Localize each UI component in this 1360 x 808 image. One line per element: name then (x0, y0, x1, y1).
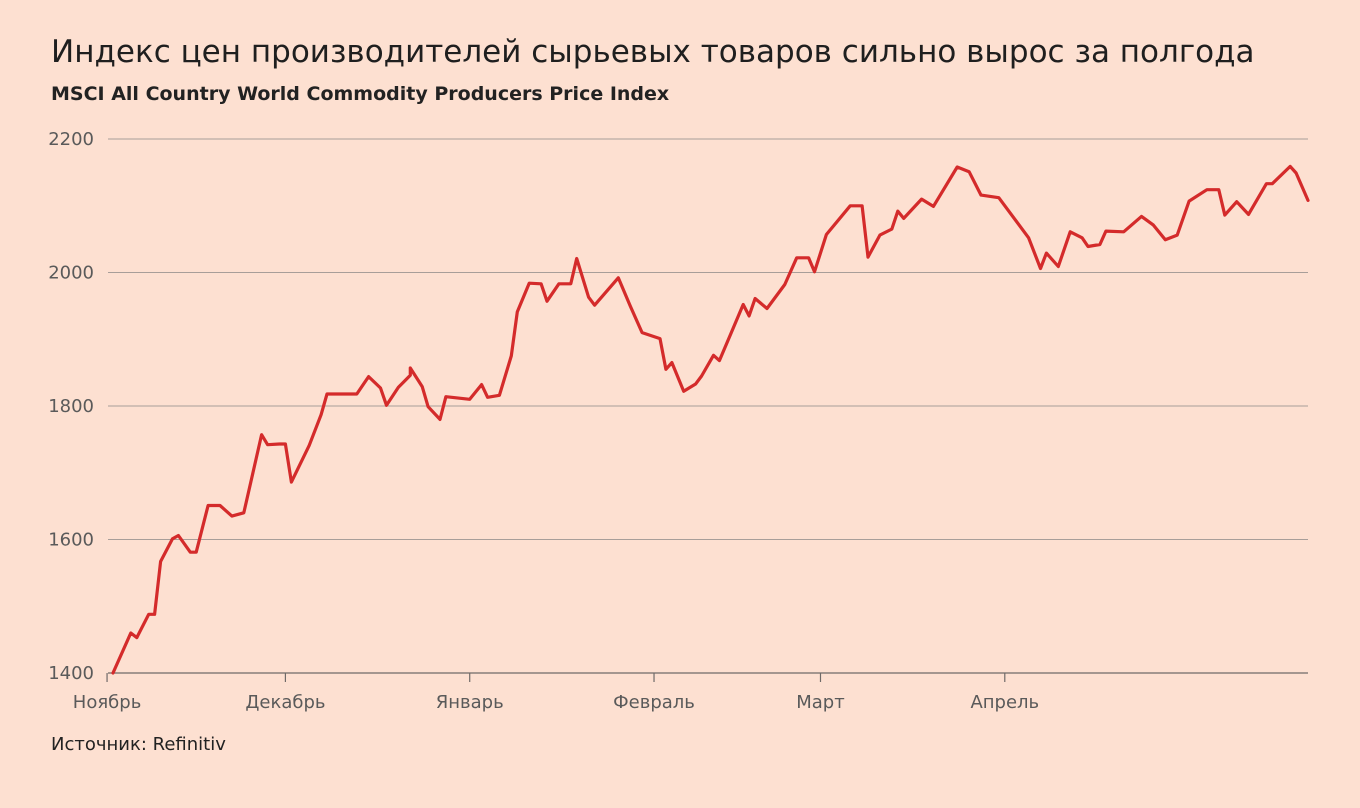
x-tick-label: Январь (436, 692, 504, 713)
x-tick-label: Декабрь (245, 692, 325, 713)
x-tick-label: Февраль (613, 692, 695, 713)
y-tick-label: 2000 (48, 263, 94, 284)
x-tick-label: Март (796, 692, 844, 713)
y-tick-label: 1400 (48, 663, 94, 684)
source-note: Источник: Refinitiv (51, 734, 226, 755)
chart-subtitle: MSCI All Country World Commodity Produce… (51, 83, 670, 105)
chart-title: Индекс цен производителей сырьевых товар… (51, 34, 1255, 70)
x-tick-label: Ноябрь (73, 692, 142, 713)
y-tick-label: 1800 (48, 396, 94, 417)
series-line (111, 164, 1310, 675)
x-tick-label: Апрель (970, 692, 1039, 713)
y-tick-label: 1600 (48, 530, 94, 551)
y-tick-label: 2200 (48, 129, 94, 150)
